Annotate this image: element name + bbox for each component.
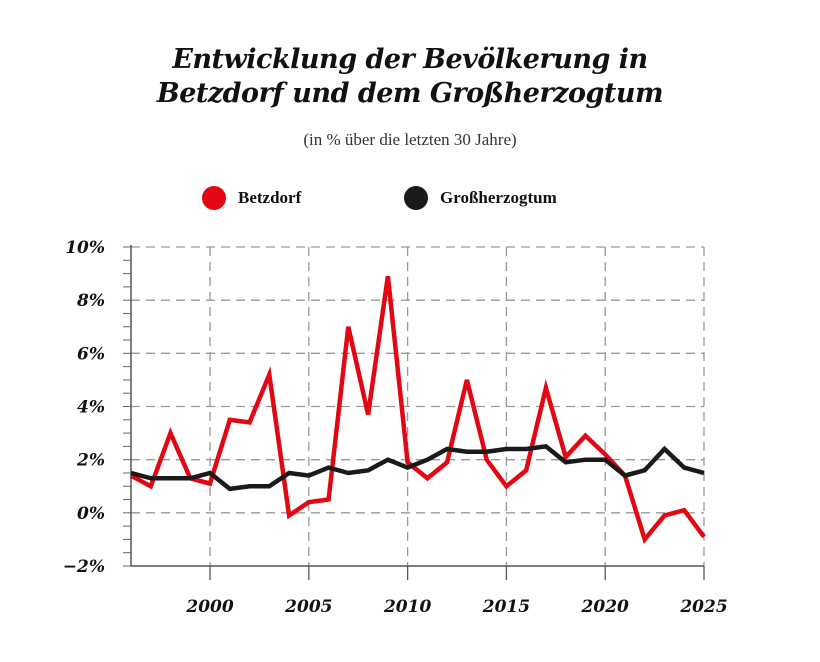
x-tick-label: 2025 [679,597,727,617]
legend-label: Betzdorf [238,188,302,207]
y-tick-label: 4% [77,398,105,418]
x-tick-label: 2015 [482,597,530,617]
x-tick-label: 2000 [185,597,233,617]
series-line-grossherzogtum [130,444,705,492]
y-tick-label: 2% [76,451,105,471]
y-tick-label: 10% [65,238,105,258]
legend-label: Großherzogtum [440,188,557,207]
y-tick-label: −2% [63,557,105,577]
chart-subtitle: (in % über die letzten 30 Jahre) [303,130,517,149]
legend-item-betzdorf: Betzdorf [202,186,301,210]
chart-title-line1: Entwicklung der Bevölkerung in [172,44,648,75]
legend-item-grossherzogtum: Großherzogtum [404,186,557,210]
y-tick-label: 8% [76,291,105,311]
y-tick-label: 6% [77,344,105,364]
series-line-betzdorf [129,275,706,545]
y-tick-label: 0% [77,504,105,524]
legend-marker [202,186,226,210]
x-tick-label: 2010 [383,597,431,617]
x-tick-label: 2005 [284,597,332,617]
chart-title-line2: Betzdorf und dem Großherzogtum [156,78,664,109]
legend-marker [404,186,428,210]
x-tick-label: 2020 [581,597,629,617]
